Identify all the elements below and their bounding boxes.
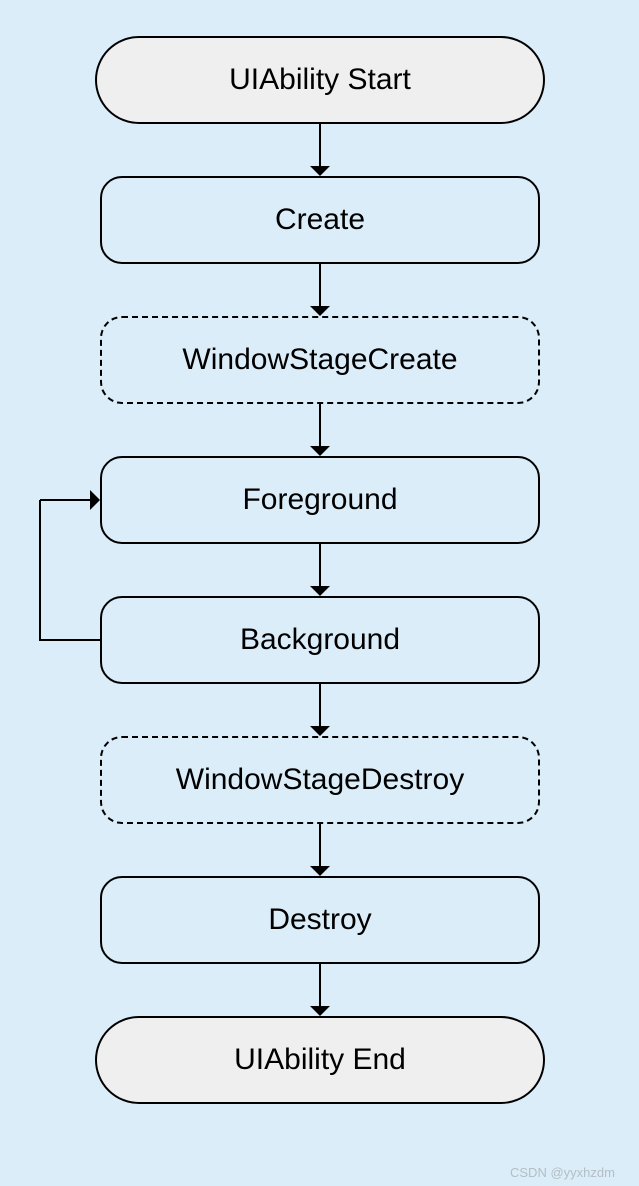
- node-label-bg: Background: [240, 623, 400, 657]
- edge-arrow-fg-bg: [310, 586, 330, 596]
- edge-line-wsc-fg: [319, 404, 321, 446]
- edge-arrow-destroy-end: [310, 1006, 330, 1016]
- edge-arrow-wsd-destroy: [310, 866, 330, 876]
- node-create: Create: [100, 176, 540, 264]
- loop-seg3: [40, 499, 90, 501]
- edge-line-destroy-end: [319, 964, 321, 1006]
- node-label-start: UIAbility Start: [229, 63, 411, 97]
- node-label-wsc: WindowStageCreate: [182, 343, 457, 377]
- node-label-end: UIAbility End: [234, 1043, 406, 1077]
- loop-seg1: [40, 639, 100, 641]
- node-destroy: Destroy: [100, 876, 540, 964]
- node-label-fg: Foreground: [242, 483, 397, 517]
- loop-arrow-head: [90, 490, 100, 510]
- edge-line-create-wsc: [319, 264, 321, 306]
- node-label-wsd: WindowStageDestroy: [176, 763, 464, 797]
- edge-arrow-start-create: [310, 166, 330, 176]
- node-fg: Foreground: [100, 456, 540, 544]
- node-bg: Background: [100, 596, 540, 684]
- node-end: UIAbility End: [95, 1016, 545, 1104]
- edge-line-wsd-destroy: [319, 824, 321, 866]
- edge-line-start-create: [319, 124, 321, 166]
- node-wsc: WindowStageCreate: [100, 316, 540, 404]
- node-wsd: WindowStageDestroy: [100, 736, 540, 824]
- edge-arrow-create-wsc: [310, 306, 330, 316]
- watermark-text: CSDN @yyxhzdm: [510, 1165, 615, 1180]
- node-start: UIAbility Start: [95, 36, 545, 124]
- edge-line-bg-wsd: [319, 684, 321, 726]
- edge-arrow-wsc-fg: [310, 446, 330, 456]
- node-label-destroy: Destroy: [268, 903, 371, 937]
- edge-arrow-bg-wsd: [310, 726, 330, 736]
- node-label-create: Create: [275, 203, 365, 237]
- edge-line-fg-bg: [319, 544, 321, 586]
- flowchart-container: UIAbility Start Create WindowStageCreate Fo…: [0, 0, 639, 1186]
- loop-seg2: [39, 500, 41, 641]
